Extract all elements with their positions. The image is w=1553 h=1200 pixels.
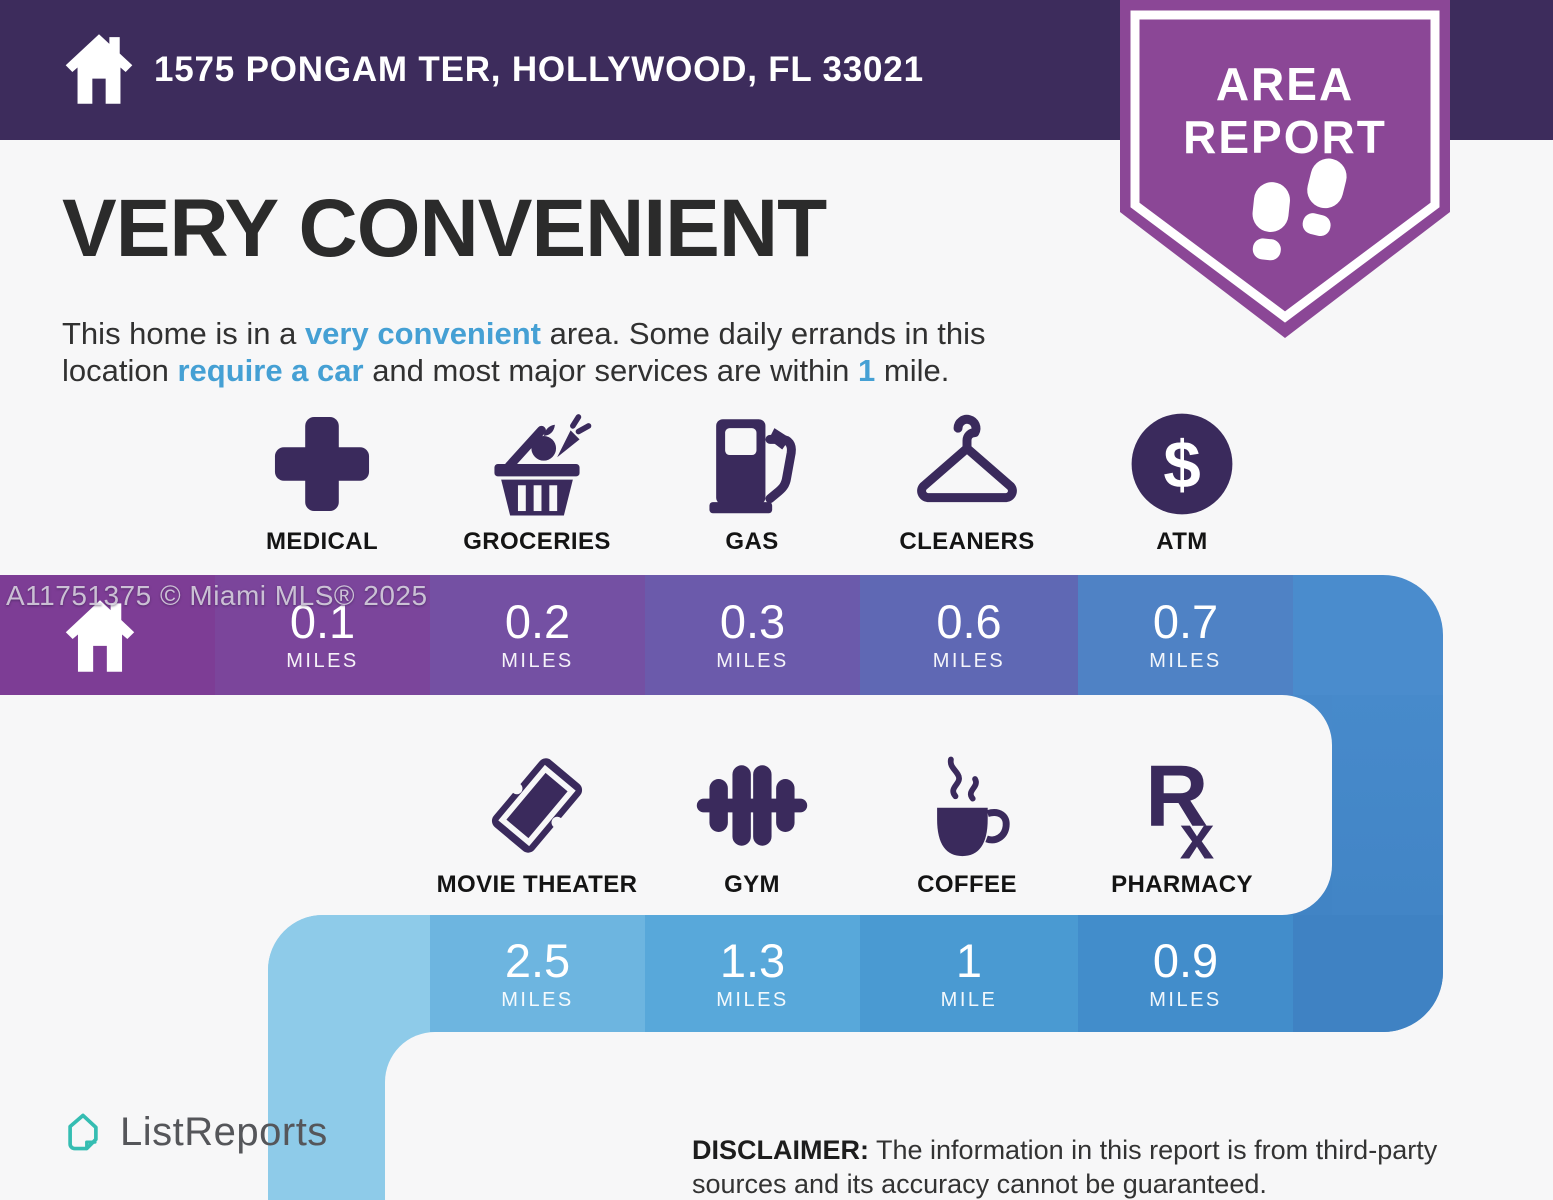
rx-icon: R x xyxy=(1145,748,1215,863)
distance-unit: MILES xyxy=(1149,650,1222,672)
hanger-icon xyxy=(917,414,1017,503)
home-icon xyxy=(65,600,135,672)
summary-seg: This home is in a xyxy=(62,316,305,351)
distance-unit: MILES xyxy=(501,988,574,1011)
distance-cell: 2.5 MILES xyxy=(430,915,645,1032)
amenity-coffee: COFFEE xyxy=(852,748,1082,899)
summary-seg: and most major services are within xyxy=(363,353,859,388)
amenity-cleaners: CLEANERS xyxy=(852,408,1082,556)
amenity-label: GROCERIES xyxy=(463,528,611,555)
turn-cell xyxy=(1293,915,1443,1032)
amenity-pharmacy: R x PHARMACY xyxy=(1067,748,1297,899)
rx-r-glyph: R xyxy=(1145,748,1208,845)
brand-name: ListReports xyxy=(120,1109,328,1154)
listreports-logo: ListReports xyxy=(60,1106,328,1158)
summary-text: This home is in a very convenient area. … xyxy=(62,315,986,389)
distance-value: 1 xyxy=(955,933,983,987)
mls-watermark: A11751375 © Miami MLS® 2025 xyxy=(6,580,428,611)
distance-unit: MILES xyxy=(716,988,789,1011)
distance-value: 1.3 xyxy=(719,933,786,987)
amenity-label: MEDICAL xyxy=(265,528,379,555)
summary-seg: location xyxy=(62,353,178,388)
summary-seg: mile. xyxy=(875,353,950,388)
distance-unit: MILES xyxy=(1149,988,1222,1011)
distance-cell: 0.1 MILES xyxy=(215,575,430,695)
amenity-atm: $ ATM xyxy=(1067,408,1297,556)
summary-seg: area. Some daily errands in this xyxy=(540,316,986,351)
dollar-circle-icon: $ xyxy=(1131,413,1233,515)
summary-highlight: very convenient xyxy=(304,316,541,351)
turn-cell xyxy=(1293,575,1443,695)
amenity-movie-theater: MOVIE THEATER xyxy=(422,748,652,899)
distance-cell: 0.3 MILES xyxy=(645,575,860,695)
grocery-basket-icon xyxy=(494,414,592,516)
dollar-glyph: $ xyxy=(1163,428,1200,503)
distance-cell: 0.6 MILES xyxy=(860,575,1078,695)
distance-cell: 0.9 MILES xyxy=(1078,915,1293,1032)
disclaimer-text: The information in this report is from t… xyxy=(692,1135,1438,1199)
distance-unit: MILES xyxy=(932,650,1006,672)
badge-line1: AREA xyxy=(1216,58,1354,110)
listreports-house-icon xyxy=(68,1113,98,1151)
distance-cell: 1 MILE xyxy=(860,915,1078,1032)
distance-value: 0.7 xyxy=(1152,595,1219,648)
amenity-label: CLEANERS xyxy=(899,528,1035,555)
distance-value: 2.5 xyxy=(504,933,571,987)
page-title: VERY CONVENIENT xyxy=(62,183,827,274)
amenity-medical: MEDICAL xyxy=(207,408,437,556)
disclaimer: DISCLAIMER: The information in this repo… xyxy=(692,1133,1532,1200)
band-inner-corner xyxy=(1282,695,1332,745)
distance-band-row2: 2.5 MILES 1.3 MILES 1 MILE 0.9 MILES xyxy=(268,915,1443,1032)
amenity-label: COFFEE xyxy=(917,871,1017,898)
movie-ticket-icon xyxy=(491,758,583,853)
distance-cell: 0.2 MILES xyxy=(430,575,645,695)
distance-value: 0.3 xyxy=(719,595,786,648)
distance-value: 0.9 xyxy=(1152,933,1219,987)
distance-value: 0.6 xyxy=(936,595,1002,648)
band-inner-corner xyxy=(385,1032,435,1082)
property-address: 1575 PONGAM TER, HOLLYWOOD, FL 33021 xyxy=(154,50,924,89)
footprints-icon xyxy=(1252,158,1347,261)
distance-value: 0.1 xyxy=(289,595,356,648)
badge-line2: REPORT xyxy=(1183,111,1387,163)
gas-pump-icon xyxy=(709,419,796,514)
amenity-gym: GYM xyxy=(637,748,867,899)
rx-x-glyph: x xyxy=(1180,803,1215,863)
disclaimer-label: DISCLAIMER: xyxy=(692,1135,869,1165)
amenity-label: GYM xyxy=(724,871,780,898)
area-report-badge: AREA REPORT xyxy=(1120,0,1450,338)
dumbbell-icon xyxy=(696,765,808,846)
band-inner-corner xyxy=(1282,865,1332,915)
distance-unit: MILE xyxy=(940,988,998,1011)
corner-cell xyxy=(268,915,430,1032)
amenity-label: GAS xyxy=(725,528,779,555)
distance-unit: MILES xyxy=(716,650,789,672)
distance-cell: 1.3 MILES xyxy=(645,915,860,1032)
amenity-label: PHARMACY xyxy=(1111,871,1253,898)
summary-highlight: 1 xyxy=(858,353,876,388)
amenity-label: MOVIE THEATER xyxy=(436,871,638,898)
medical-cross-icon xyxy=(274,416,370,512)
amenity-groceries: GROCERIES xyxy=(422,408,652,556)
amenity-gas: GAS xyxy=(637,408,867,556)
distance-unit: MILES xyxy=(501,650,574,672)
distance-unit: MILES xyxy=(286,650,359,672)
coffee-cup-icon xyxy=(937,756,1010,857)
distance-band-row1: 0.1 MILES 0.2 MILES 0.3 MILES 0.6 MILES … xyxy=(0,575,1443,695)
amenity-label: ATM xyxy=(1156,528,1208,555)
home-icon xyxy=(65,34,133,104)
summary-highlight: require a car xyxy=(177,353,364,388)
distance-value: 0.2 xyxy=(504,595,571,648)
distance-cell: 0.7 MILES xyxy=(1078,575,1293,695)
